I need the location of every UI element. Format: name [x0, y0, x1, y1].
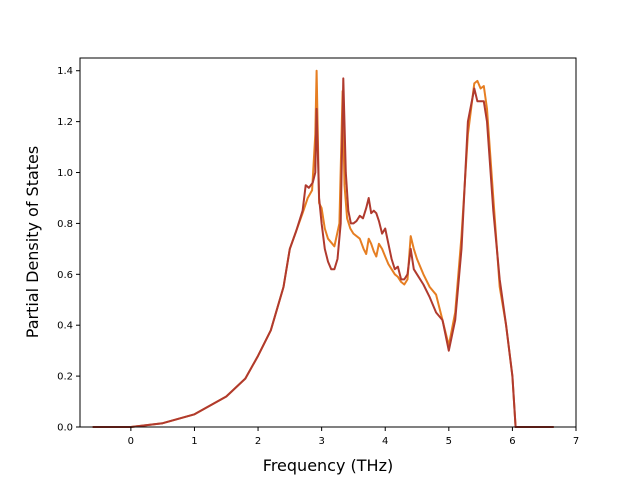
y-tick-label: 1.0	[57, 168, 73, 179]
x-tick-label: 2	[255, 436, 261, 447]
y-tick-label: 0.4	[57, 321, 73, 332]
y-tick-label: 0.2	[57, 372, 73, 383]
x-tick-label: 7	[573, 436, 579, 447]
x-axis-title: Frequency (THz)	[263, 456, 393, 475]
y-tick-label: 1.4	[57, 66, 73, 77]
x-tick-label: 0	[128, 436, 134, 447]
y-axis: 0.0 0.2 0.4 0.6 0.8 1.0 1.2 1.4	[57, 66, 80, 434]
series-line-2	[92, 77, 554, 428]
y-tick-label: 1.2	[57, 117, 73, 128]
x-tick-label: 4	[382, 436, 388, 447]
series-line-1	[92, 69, 554, 428]
y-tick-label: 0.8	[57, 219, 73, 230]
y-tick-label: 0.6	[57, 270, 73, 281]
x-tick-label: 6	[509, 436, 515, 447]
x-tick-label: 1	[191, 436, 197, 447]
series-layer	[92, 69, 554, 428]
y-axis-title: Partial Density of States	[23, 146, 42, 338]
y-tick-label: 0.0	[57, 423, 73, 434]
plot-frame	[79, 57, 577, 428]
x-tick-label: 5	[446, 436, 452, 447]
x-axis: 0 1 2 3 4 5 6 7	[128, 427, 579, 447]
x-tick-label: 3	[318, 436, 324, 447]
